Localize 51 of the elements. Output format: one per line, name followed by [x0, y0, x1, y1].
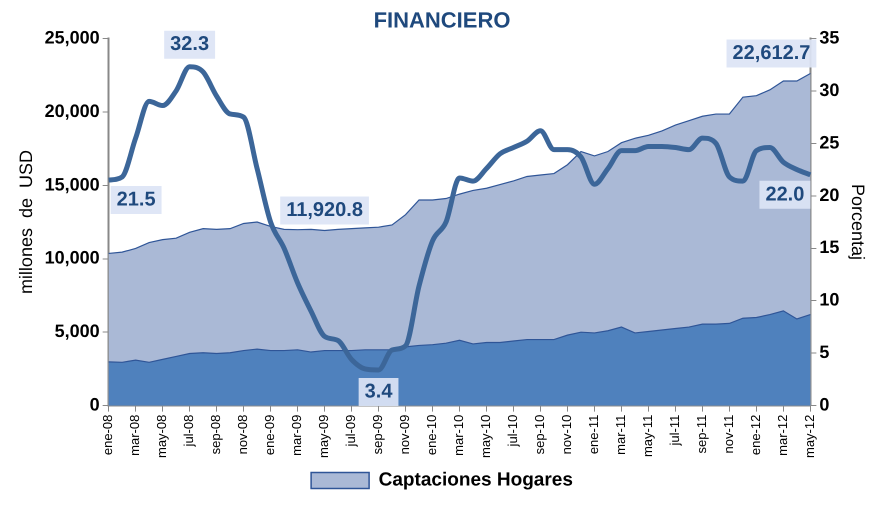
x-tick-label: jul-10: [505, 414, 520, 448]
x-tick-label: may-10: [478, 414, 494, 458]
y2-tick-label: 15: [819, 237, 840, 258]
x-tick-label: jul-11: [667, 414, 682, 446]
y2-tick-label: 5: [819, 342, 830, 362]
x-tick-label: nov-10: [559, 414, 574, 454]
x-tick-label: nov-11: [720, 414, 736, 454]
y2-axis-title: Porcentaj: [848, 184, 868, 260]
x-tick-label: ene-12: [748, 414, 763, 456]
y-tick-label: 5,000: [54, 321, 100, 342]
x-tick-label: ene-11: [586, 414, 602, 454]
x-tick-label: jul-09: [343, 414, 358, 448]
y2-tick-label: 0: [819, 394, 830, 415]
y2-tick-label: 30: [819, 80, 840, 100]
y2-tick-label: 20: [819, 184, 840, 205]
x-tick-label: mar-11: [613, 414, 628, 455]
x-tick-label: mar-08: [127, 414, 142, 456]
legend-label: Captaciones Hogares: [378, 470, 573, 491]
x-tick-label: mar-10: [451, 414, 466, 456]
x-tick-label: sep-10: [532, 414, 548, 454]
x-tick-label: ene-08: [100, 414, 116, 456]
y-tick-label: 0: [90, 394, 100, 415]
y-axis-title: millones de USD: [16, 150, 36, 294]
chart-title: FINANCIERO: [374, 7, 510, 32]
x-tick-label: may-09: [316, 414, 332, 458]
y-tick-label: 15,000: [44, 174, 100, 194]
y2-tick-label: 10: [819, 290, 840, 310]
x-tick-label: ene-09: [262, 414, 278, 456]
x-tick-label: ene-10: [424, 414, 440, 456]
x-tick-label: sep-08: [208, 414, 224, 454]
data-label: 22.0: [765, 183, 804, 206]
data-label: 32.3: [170, 33, 210, 56]
x-tick-label: may-11: [640, 414, 656, 458]
data-label: 22,612.7: [732, 42, 810, 64]
x-tick-label: mar-12: [774, 414, 790, 456]
x-tick-label: may-12: [802, 414, 817, 458]
data-label: 3.4: [364, 380, 394, 402]
y-tick-label: 10,000: [44, 248, 100, 268]
x-tick-label: jul-08: [181, 414, 196, 448]
x-tick-label: sep-11: [694, 414, 709, 454]
y-tick-label: 20,000: [44, 100, 100, 121]
y-tick-label: 25,000: [44, 27, 100, 48]
data-label: 11,920.8: [286, 199, 363, 222]
x-tick-label: nov-08: [235, 414, 250, 454]
x-tick-label: mar-09: [289, 414, 304, 456]
x-tick-label: nov-09: [397, 414, 412, 454]
x-tick-label: may-08: [154, 414, 170, 458]
y2-tick-label: 35: [819, 27, 840, 48]
data-label: 21.5: [116, 188, 156, 211]
x-tick-label: sep-09: [370, 414, 386, 454]
y2-tick-label: 25: [819, 132, 840, 152]
